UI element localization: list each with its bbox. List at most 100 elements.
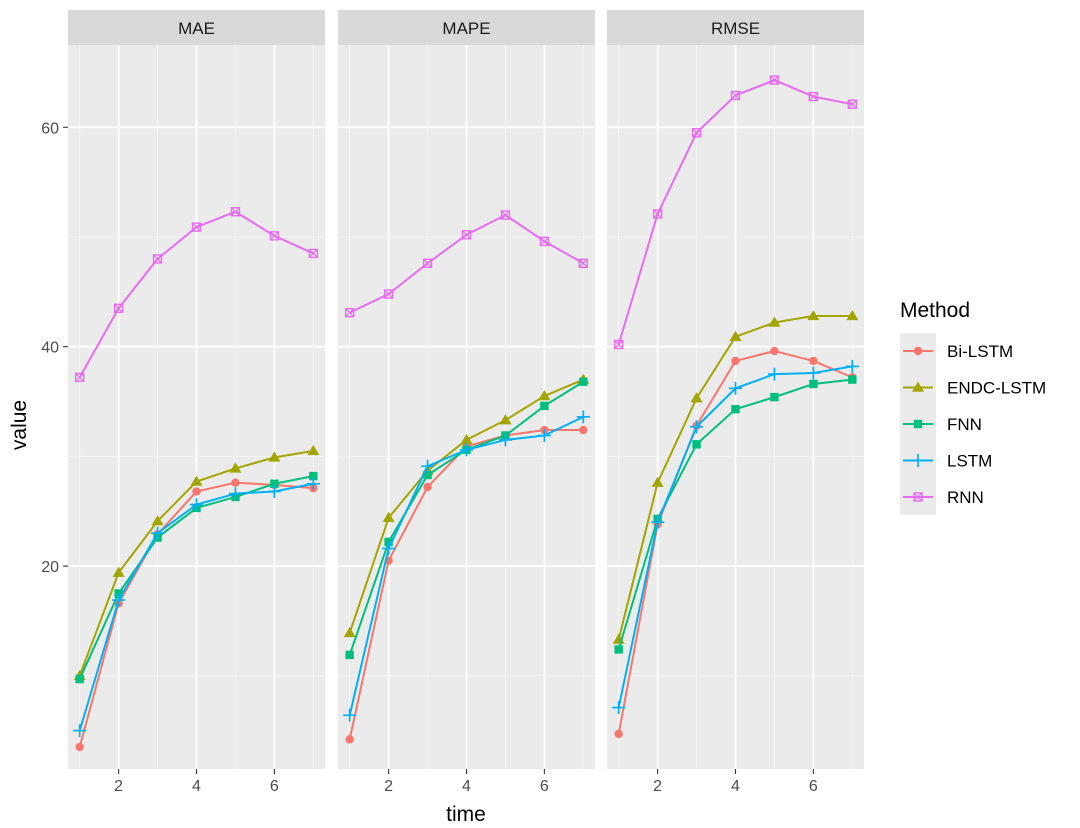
data-point [384,537,393,547]
data-point [614,729,623,739]
y-tick-label: 20 [41,559,59,576]
legend-label: ENDC-LSTM [947,379,1046,398]
series-endc-lstm [612,309,859,644]
data-point [769,75,780,85]
x-tick-label: 2 [114,778,123,795]
data-point [730,90,741,101]
data-point [768,316,781,327]
data-point [498,433,512,447]
data-point [309,471,318,481]
x-tick-label: 4 [462,778,471,795]
data-point [112,593,126,607]
data-point [500,210,511,220]
data-point [807,309,820,321]
strip-background [607,10,864,45]
legend-item-lstm: LSTM [903,452,992,471]
data-point [343,626,356,638]
data-point [538,390,551,401]
data-point [112,566,125,577]
data-point [423,470,432,480]
data-point [382,542,396,556]
data-point [460,433,473,445]
data-point [306,477,320,491]
data-point [422,258,433,268]
data-point [767,367,781,381]
data-point [151,515,164,526]
data-point [578,258,589,268]
data-point [651,476,664,487]
data-point [345,650,354,660]
data-point [231,478,240,487]
data-point [729,330,742,341]
data-point [229,462,242,473]
data-point [270,479,279,488]
data-point [228,487,242,501]
x-tick-label: 2 [384,778,393,795]
data-point [308,248,319,259]
data-point [75,742,84,752]
data-point [192,487,201,496]
data-point [345,735,354,744]
strip-background [338,10,595,45]
data-point [307,444,320,456]
data-point [729,381,742,395]
legend-marker [911,454,925,467]
data-point [537,429,551,443]
data-point [576,410,590,424]
data-point [809,356,818,366]
data-point [690,420,704,434]
data-point [499,414,512,425]
data-point [344,307,355,318]
strip-title: MAE [178,19,215,38]
strip-title: MAPE [442,19,490,38]
data-point [268,451,281,462]
data-point [540,401,549,411]
data-point [190,498,203,512]
y-tick-label: 60 [41,120,59,137]
data-point [421,459,435,473]
legend-item-fnn: FNN [903,415,982,434]
legend-item-bi-lstm: Bi-LSTM [903,342,1013,361]
x-tick-label: 4 [192,778,201,795]
data-point [651,515,665,529]
data-point [73,724,87,738]
data-point [267,484,281,498]
series-rnn [74,207,319,383]
legend-marker [913,419,923,429]
data-point [579,377,588,386]
data-point [846,309,859,321]
data-point [539,236,550,247]
x-tick-label: 4 [731,778,740,795]
data-point [848,375,857,384]
x-tick-label: 6 [540,778,549,795]
legend-marker [912,381,924,392]
y-axis-title: value [8,400,31,450]
data-point [579,425,588,435]
data-point [269,231,280,241]
legend-item-endc-lstm: ENDC-LSTM [903,379,1046,398]
legend-label: LSTM [947,452,992,471]
legend-label: Bi-LSTM [947,342,1013,361]
strip-title: RMSE [711,19,760,38]
data-point [847,99,858,109]
data-point [113,303,124,313]
data-point [612,701,626,715]
panels-layer: MAE 2 4 6 MAPE 2 4 6 RMSE 2 4 6 20 40 60 [41,10,864,795]
data-point [74,372,85,383]
data-point [190,475,203,486]
y-tick-label: 40 [41,340,59,357]
data-point [614,645,623,654]
data-point [808,91,819,102]
strip-background [68,10,325,45]
series-rnn [344,210,589,318]
legend-label: FNN [947,415,982,434]
data-point [460,443,473,457]
data-point [809,379,818,389]
data-point [731,356,740,366]
data-point [691,128,702,138]
data-point [191,222,202,232]
data-point [75,674,84,684]
x-axis-title: time [446,803,486,826]
data-point [770,346,779,356]
